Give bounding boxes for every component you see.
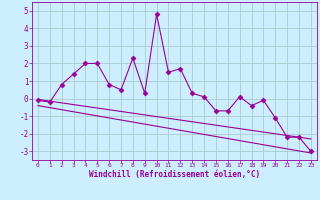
X-axis label: Windchill (Refroidissement éolien,°C): Windchill (Refroidissement éolien,°C)	[89, 170, 260, 179]
